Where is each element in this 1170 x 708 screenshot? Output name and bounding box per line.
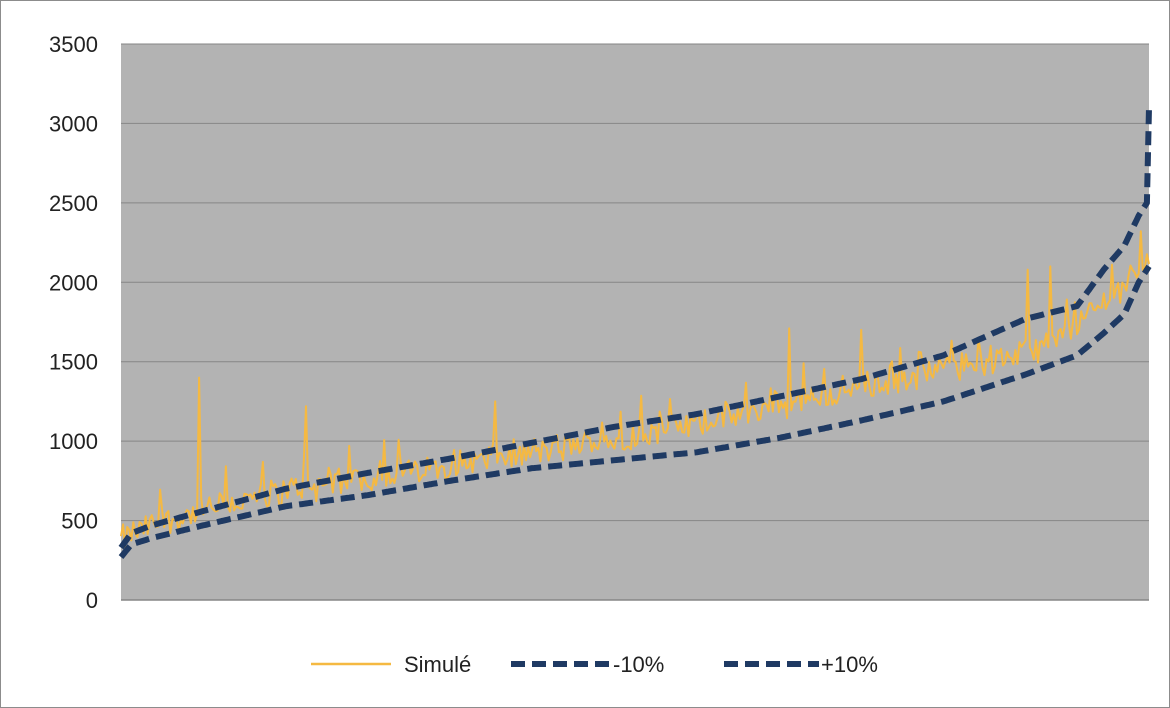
legend-label-minus-10: -10% [613,652,664,677]
y-tick-label: 500 [61,509,98,534]
series-layer [118,107,1152,560]
y-tick-label: 0 [86,588,98,613]
plot-area [121,44,1149,600]
y-tick-label: 3500 [49,32,98,57]
series-line-minus-10 [118,264,1152,560]
series-line-simule [120,230,1150,550]
legend-label-simule: Simulé [404,652,471,677]
y-tick-label: 3000 [49,111,98,136]
legend-label-plus-10: +10% [821,652,878,677]
y-tick-label: 2500 [49,191,98,216]
series-line-plus-10 [118,107,1152,550]
y-tick-label: 1500 [49,350,98,375]
y-axis: 0 500 1000 1500 2000 2500 3000 3500 [49,32,98,613]
legend: Simulé -10% +10% [311,652,878,677]
y-tick-label: 1000 [49,429,98,454]
gridlines [121,43,1149,522]
y-tick-label: 2000 [49,270,98,295]
